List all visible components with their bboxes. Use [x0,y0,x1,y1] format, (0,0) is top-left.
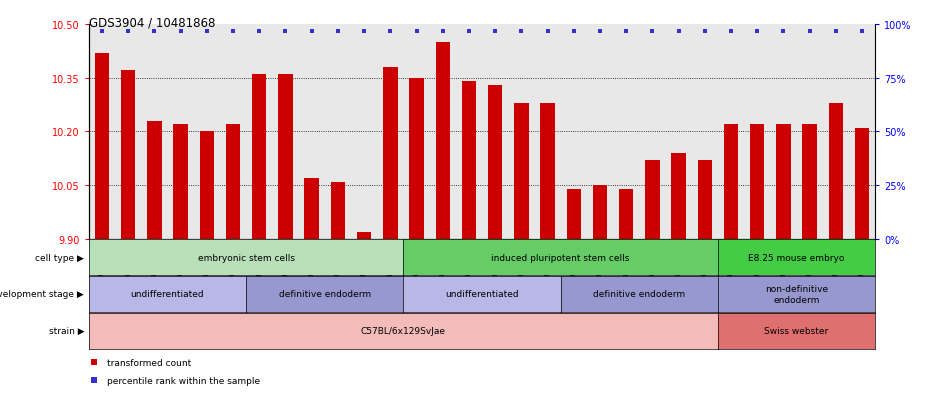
Bar [304,179,319,240]
Bar [409,78,424,240]
Bar [828,104,843,240]
Text: definitive endoderm: definitive endoderm [593,290,685,299]
Bar [330,182,345,240]
Text: undifferentiated: undifferentiated [446,290,519,299]
Bar [592,186,607,240]
Bar [488,85,503,240]
Bar [226,125,241,240]
Bar [173,125,188,240]
Bar [514,104,529,240]
Bar [147,121,162,240]
Text: strain ▶: strain ▶ [49,327,84,335]
Bar [724,125,739,240]
Bar [199,132,214,240]
Text: E8.25 mouse embryo: E8.25 mouse embryo [749,253,844,262]
Text: percentile rank within the sample: percentile rank within the sample [107,376,260,385]
Text: induced pluripotent stem cells: induced pluripotent stem cells [491,253,630,262]
Bar [121,71,136,240]
Bar [278,75,293,240]
Bar [461,82,476,240]
Bar [750,125,765,240]
Bar [435,43,450,240]
Text: Swiss webster: Swiss webster [765,327,828,335]
Text: C57BL/6x129SvJae: C57BL/6x129SvJae [361,327,446,335]
Bar [619,190,634,240]
Bar [802,125,817,240]
Bar [252,75,267,240]
Text: definitive endoderm: definitive endoderm [279,290,371,299]
Bar [357,233,372,240]
Bar [671,154,686,240]
Bar [697,161,712,240]
Text: development stage ▶: development stage ▶ [0,290,84,299]
Text: cell type ▶: cell type ▶ [36,253,84,262]
Bar [776,125,791,240]
Text: embryonic stem cells: embryonic stem cells [197,253,295,262]
Text: GDS3904 / 10481868: GDS3904 / 10481868 [89,17,215,29]
Bar [645,161,660,240]
Bar [383,68,398,240]
Text: undifferentiated: undifferentiated [131,290,204,299]
Text: non-definitive
endoderm: non-definitive endoderm [765,285,828,304]
Text: transformed count: transformed count [107,358,191,367]
Bar [540,104,555,240]
Bar [95,53,110,240]
Bar [855,128,870,240]
Bar [566,190,581,240]
